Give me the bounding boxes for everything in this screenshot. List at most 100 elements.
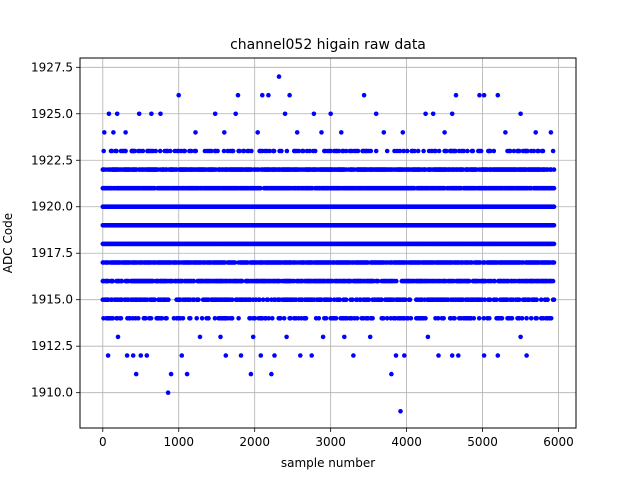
data-point (193, 148, 199, 154)
data-point (110, 278, 116, 284)
data-point (271, 148, 277, 154)
data-point (319, 130, 324, 135)
x-tick-label: 1000 (163, 435, 194, 449)
data-point (333, 316, 339, 321)
data-point (487, 316, 492, 321)
y-tick-label: 1915.0 (31, 293, 73, 307)
data-point (105, 353, 111, 358)
data-point (119, 278, 125, 284)
data-point (548, 130, 554, 135)
data-point (470, 148, 476, 154)
data-point (534, 316, 539, 321)
data-point (534, 297, 539, 303)
data-point (436, 148, 442, 154)
data-point (551, 241, 557, 247)
data-point (265, 297, 271, 303)
data-point (194, 316, 199, 321)
data-point (230, 148, 236, 154)
data-point (115, 334, 121, 340)
data-point (351, 353, 356, 358)
data-point (101, 148, 106, 154)
data-point (258, 353, 264, 358)
data-point (328, 111, 334, 117)
data-point (456, 353, 461, 358)
data-point (236, 316, 241, 321)
data-point (218, 334, 223, 340)
x-tick-label: 4000 (391, 435, 422, 449)
y-tick-label: 1910.0 (31, 386, 73, 400)
data-point (136, 111, 142, 117)
data-point (229, 297, 235, 303)
data-point (551, 167, 557, 172)
data-point (373, 111, 379, 117)
y-tick-label: 1912.5 (31, 339, 73, 353)
data-point (212, 111, 218, 117)
data-point (111, 130, 116, 135)
x-tick-label: 6000 (543, 435, 574, 449)
data-point (276, 74, 282, 79)
data-point (309, 353, 315, 358)
data-point (222, 130, 227, 135)
data-point (188, 316, 193, 321)
data-point (524, 353, 529, 358)
data-point (323, 316, 329, 321)
data-point (123, 148, 128, 154)
data-point (384, 148, 390, 154)
data-point (524, 316, 529, 321)
data-point (144, 353, 150, 358)
data-point (436, 353, 441, 358)
data-point (114, 111, 120, 117)
data-point (465, 148, 470, 154)
data-point (239, 278, 245, 284)
data-point (355, 148, 361, 154)
data-point (466, 278, 472, 284)
data-point (389, 371, 394, 377)
data-point (182, 148, 188, 154)
data-point (130, 353, 136, 358)
data-point (548, 316, 554, 321)
data-point (538, 297, 544, 303)
data-point (118, 316, 124, 321)
data-point (180, 316, 186, 321)
y-tick-label: 1922.5 (31, 153, 73, 167)
data-point (407, 297, 413, 303)
data-point (551, 223, 557, 228)
data-point (249, 148, 254, 154)
x-axis-label: sample number (281, 456, 375, 470)
data-point (453, 92, 459, 98)
data-point (124, 353, 130, 358)
data-point (248, 371, 254, 377)
data-point (250, 334, 256, 340)
data-point (284, 148, 290, 154)
x-tick-label: 2000 (239, 435, 270, 449)
data-point (400, 130, 406, 135)
data-point (164, 316, 169, 321)
data-point (550, 278, 556, 284)
data-point (303, 316, 309, 321)
data-point (551, 204, 557, 209)
data-point (191, 278, 197, 284)
data-point (337, 297, 343, 303)
data-point (398, 409, 403, 414)
data-point (266, 92, 271, 98)
data-point (491, 148, 497, 154)
data-point (320, 334, 326, 340)
data-point (168, 371, 174, 377)
y-tick-label: 1925.0 (31, 107, 73, 121)
data-point (499, 316, 505, 321)
data-point (166, 297, 171, 303)
data-point (298, 353, 303, 358)
data-point (408, 316, 414, 321)
data-point (350, 297, 355, 303)
data-point (366, 297, 372, 303)
data-point (452, 316, 457, 321)
x-tick-label: 3000 (315, 435, 346, 449)
x-tick-label: 5000 (467, 435, 498, 449)
data-point (339, 130, 344, 135)
data-point (370, 316, 375, 321)
data-point (199, 316, 205, 321)
data-point (381, 130, 387, 135)
data-point (404, 148, 410, 154)
data-point (165, 390, 171, 396)
